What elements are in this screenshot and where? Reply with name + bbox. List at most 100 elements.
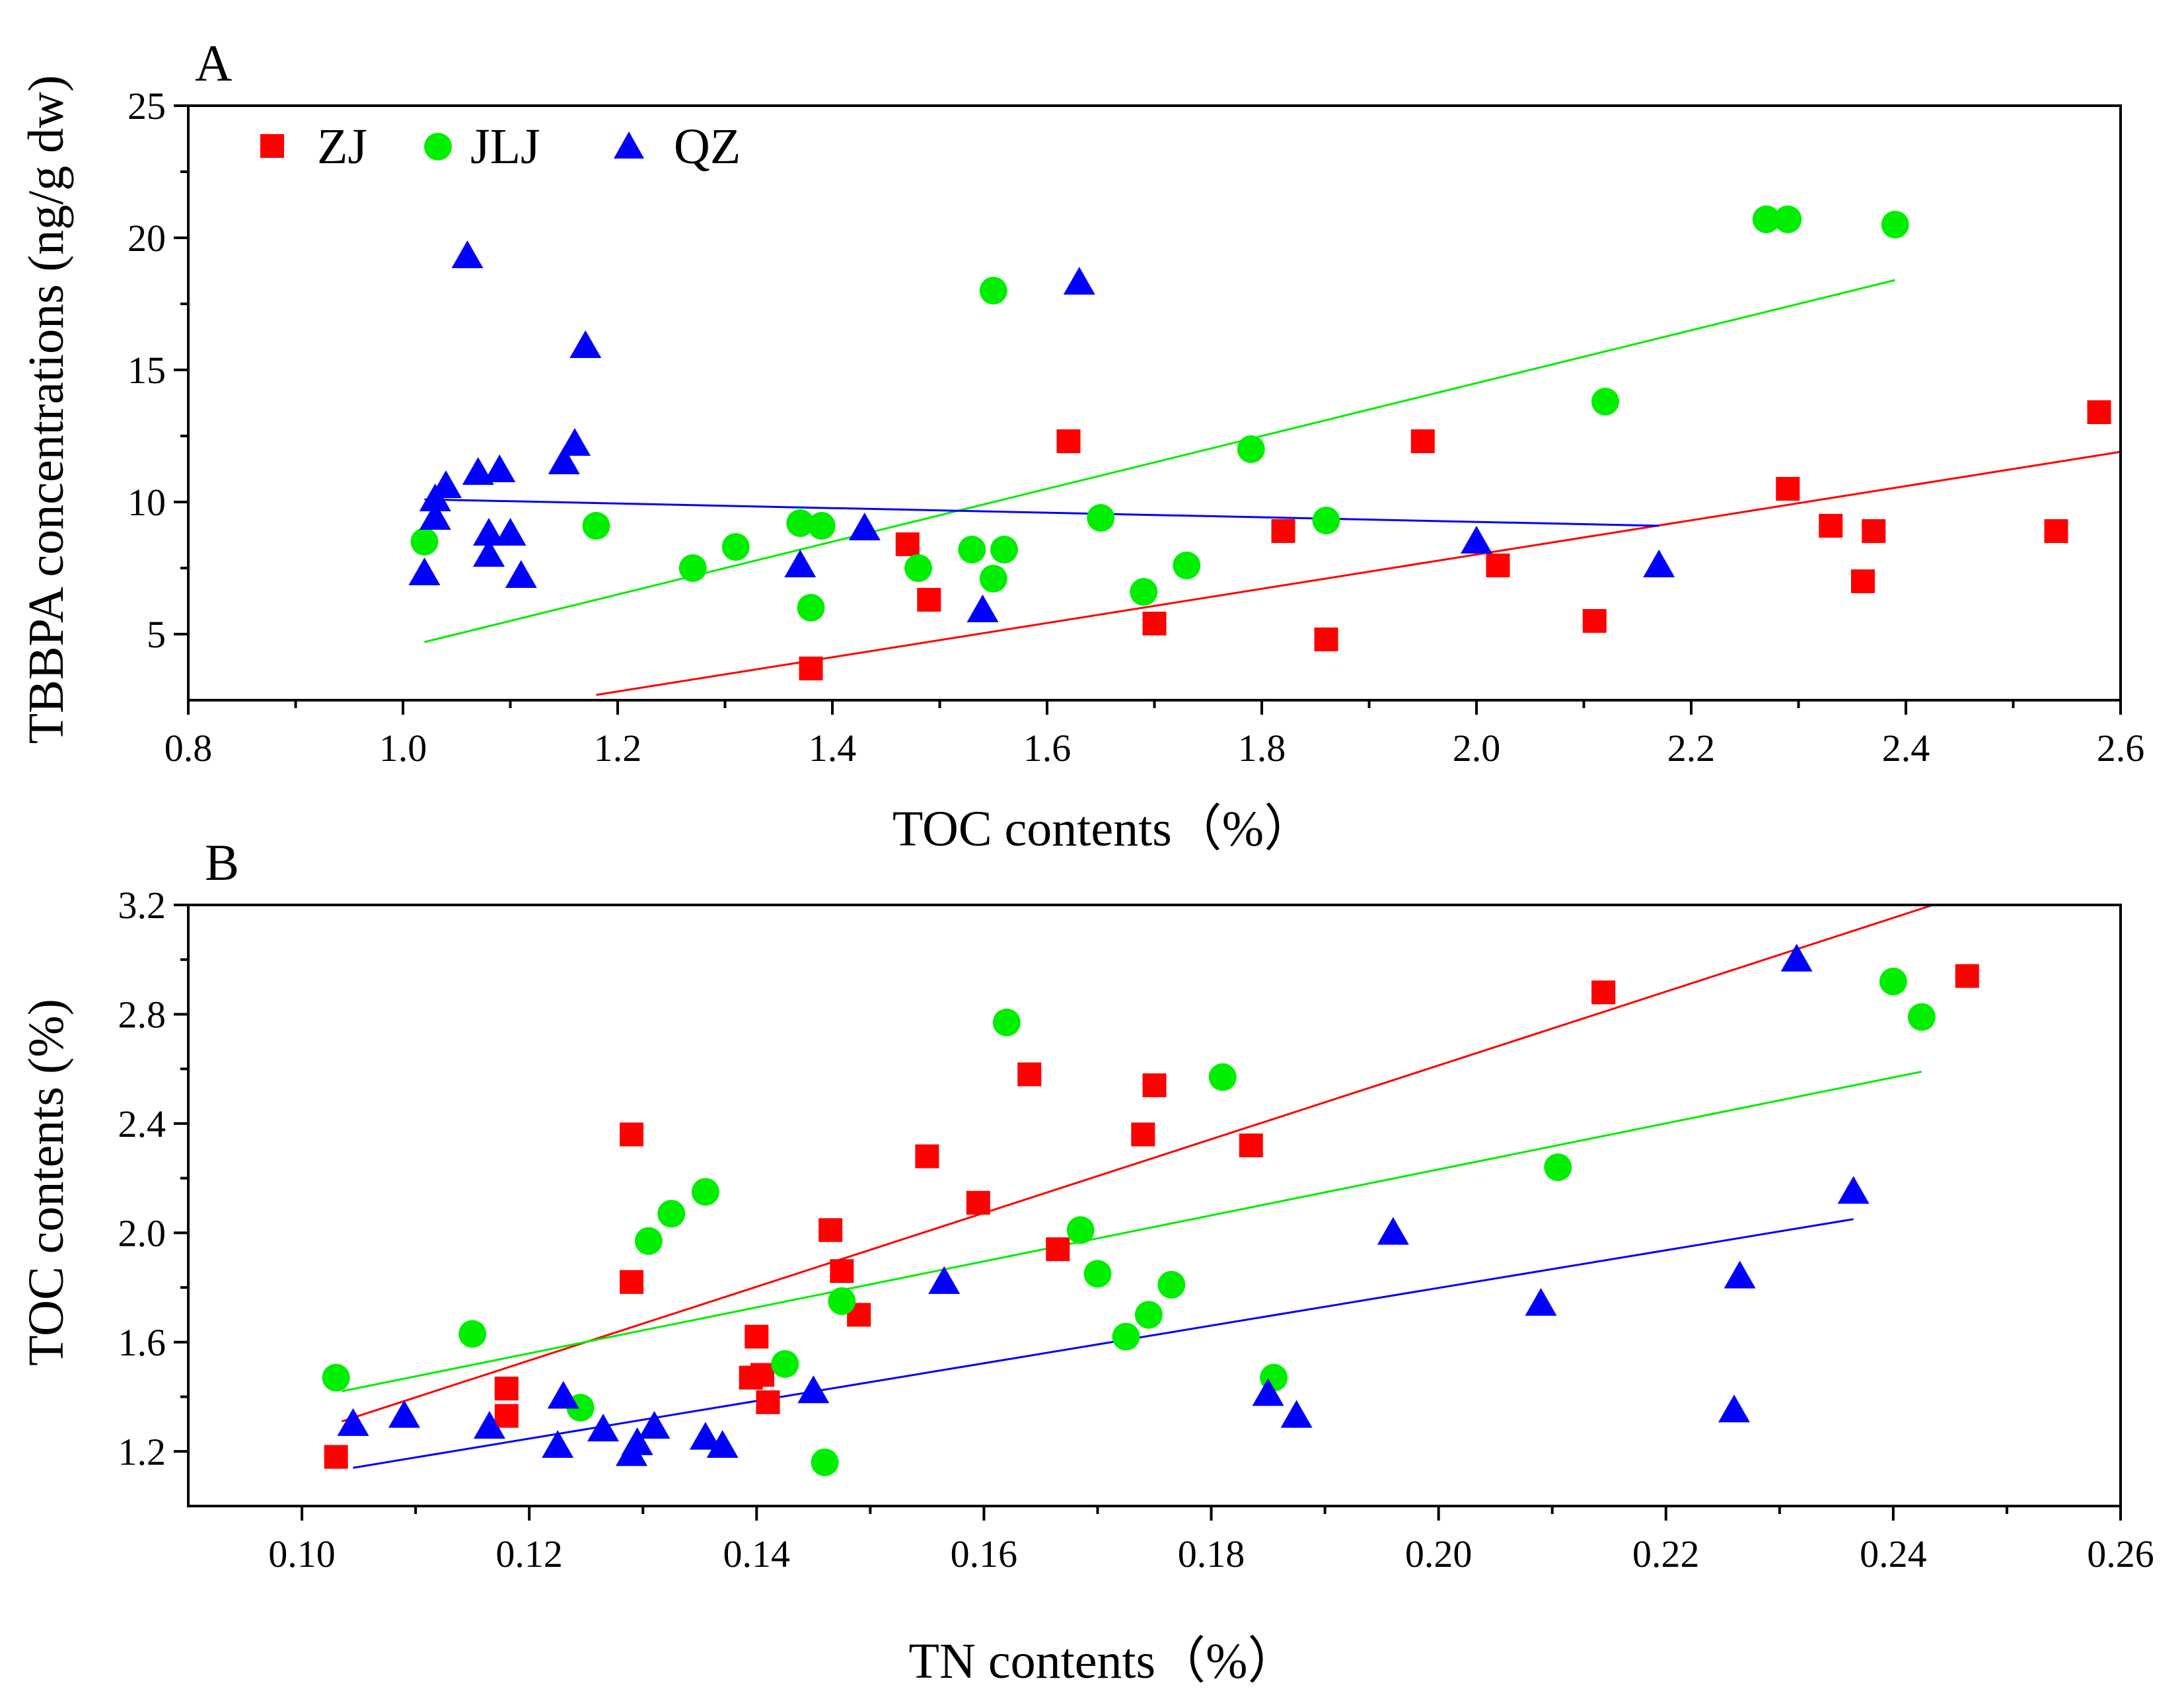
point-qz — [689, 1421, 721, 1450]
point-jlj — [1087, 504, 1115, 532]
point-qz — [966, 594, 999, 622]
point-zj — [915, 1144, 939, 1169]
point-zj — [620, 1270, 644, 1294]
point-jlj — [1134, 1301, 1163, 1329]
point-jlj — [1066, 1216, 1095, 1244]
y-tick-label: 15 — [127, 349, 166, 392]
point-jlj — [1112, 1322, 1140, 1351]
point-qz — [1063, 267, 1095, 295]
point-jlj — [322, 1363, 350, 1392]
point-jlj — [1774, 205, 1802, 233]
x-tick-label: 0.14 — [723, 1532, 791, 1575]
point-qz — [1724, 1260, 1756, 1289]
point-qz — [408, 558, 441, 585]
panel-a-plot-frame — [187, 104, 2122, 702]
point-jlj — [691, 1178, 719, 1206]
point-zj — [1017, 1062, 1042, 1087]
point-qz — [430, 470, 462, 498]
point-jlj — [1237, 435, 1265, 463]
legend-jlj-label: JLJ — [470, 119, 540, 174]
point-zj — [1271, 519, 1295, 543]
point-qz — [473, 1411, 505, 1439]
x-tick-label: 1.2 — [594, 727, 642, 770]
point-jlj — [1208, 1063, 1237, 1091]
trend-line-jlj — [341, 1070, 1922, 1392]
point-jlj — [992, 1008, 1021, 1036]
point-jlj — [721, 533, 750, 561]
point-qz — [706, 1430, 739, 1458]
x-tick-label: 1.4 — [809, 727, 857, 770]
panel-b-x-axis-title: TN contents（%） — [909, 1634, 1298, 1689]
point-zj — [830, 1259, 854, 1283]
point-zj — [1131, 1122, 1155, 1147]
point-jlj — [1130, 578, 1158, 606]
panel-b: B TN contents（%） TOC contents (%) 0.10 0.… — [18, 834, 2154, 1689]
y-tick-label: 2.4 — [118, 1102, 166, 1145]
point-zj — [494, 1404, 519, 1428]
point-qz — [784, 550, 817, 577]
point-zj — [1819, 514, 1843, 538]
point-zj — [1851, 569, 1875, 593]
y-tick-label: 5 — [147, 613, 166, 656]
point-qz — [1461, 526, 1492, 554]
x-tick-label: 0.24 — [1860, 1532, 1927, 1575]
point-qz — [473, 539, 505, 567]
trend-line-zj — [596, 450, 2121, 696]
point-zj — [2044, 519, 2068, 543]
x-tick-label: 0.16 — [951, 1532, 1018, 1575]
point-jlj — [1879, 967, 1907, 995]
point-qz — [419, 502, 451, 530]
point-jlj — [786, 509, 815, 537]
point-jlj — [797, 594, 825, 622]
point-zj — [1056, 429, 1081, 453]
point-qz — [621, 1427, 653, 1455]
point-jlj — [807, 512, 836, 540]
point-zj — [756, 1390, 780, 1414]
point-qz — [1525, 1287, 1557, 1316]
point-zj — [1410, 429, 1435, 453]
point-qz — [1252, 1378, 1284, 1406]
point-jlj — [904, 554, 932, 582]
y-tick-label: 10 — [127, 481, 166, 524]
point-qz — [1377, 1217, 1409, 1245]
point-zj — [1862, 519, 1886, 543]
point-qz — [494, 518, 527, 546]
x-tick-label: 0.8 — [164, 727, 213, 770]
point-zj — [1142, 612, 1167, 635]
point-zj — [1046, 1237, 1070, 1262]
y-tick-label: 3.2 — [118, 884, 166, 927]
point-jlj — [582, 512, 610, 540]
point-qz — [484, 454, 516, 482]
trend-line-jlj — [424, 279, 1896, 643]
point-zj — [2087, 400, 2111, 424]
x-tick-label: 1.8 — [1238, 727, 1286, 770]
legend-zj-label: ZJ — [317, 119, 367, 174]
point-zj — [819, 1218, 843, 1242]
legend-qz-label: QZ — [674, 119, 741, 174]
point-qz — [1780, 943, 1813, 972]
point-zj — [1591, 980, 1616, 1005]
point-jlj — [410, 528, 439, 556]
point-zj — [1486, 554, 1510, 577]
y-tick-label: 2.0 — [118, 1211, 166, 1254]
point-qz — [388, 1400, 420, 1428]
point-jlj — [828, 1287, 856, 1315]
panel-a: A TOC contents（%） TBBPA concentrations (… — [18, 34, 2144, 857]
point-qz — [569, 330, 602, 358]
x-tick-label: 0.12 — [495, 1532, 563, 1575]
point-qz — [559, 428, 591, 456]
point-jlj — [1312, 507, 1340, 534]
point-jlj — [979, 277, 1007, 305]
x-tick-label: 2.4 — [1882, 727, 1930, 770]
point-zj — [1582, 609, 1607, 633]
point-qz — [542, 1430, 574, 1458]
y-tick-label: 1.6 — [118, 1321, 166, 1364]
point-zj — [750, 1363, 774, 1387]
point-jlj — [1752, 205, 1780, 233]
point-jlj — [811, 1448, 839, 1476]
point-jlj — [771, 1349, 799, 1378]
legend-jlj-marker — [424, 133, 452, 161]
panel-b-letter: B — [205, 834, 239, 891]
point-qz — [928, 1266, 961, 1294]
point-qz — [462, 457, 494, 485]
